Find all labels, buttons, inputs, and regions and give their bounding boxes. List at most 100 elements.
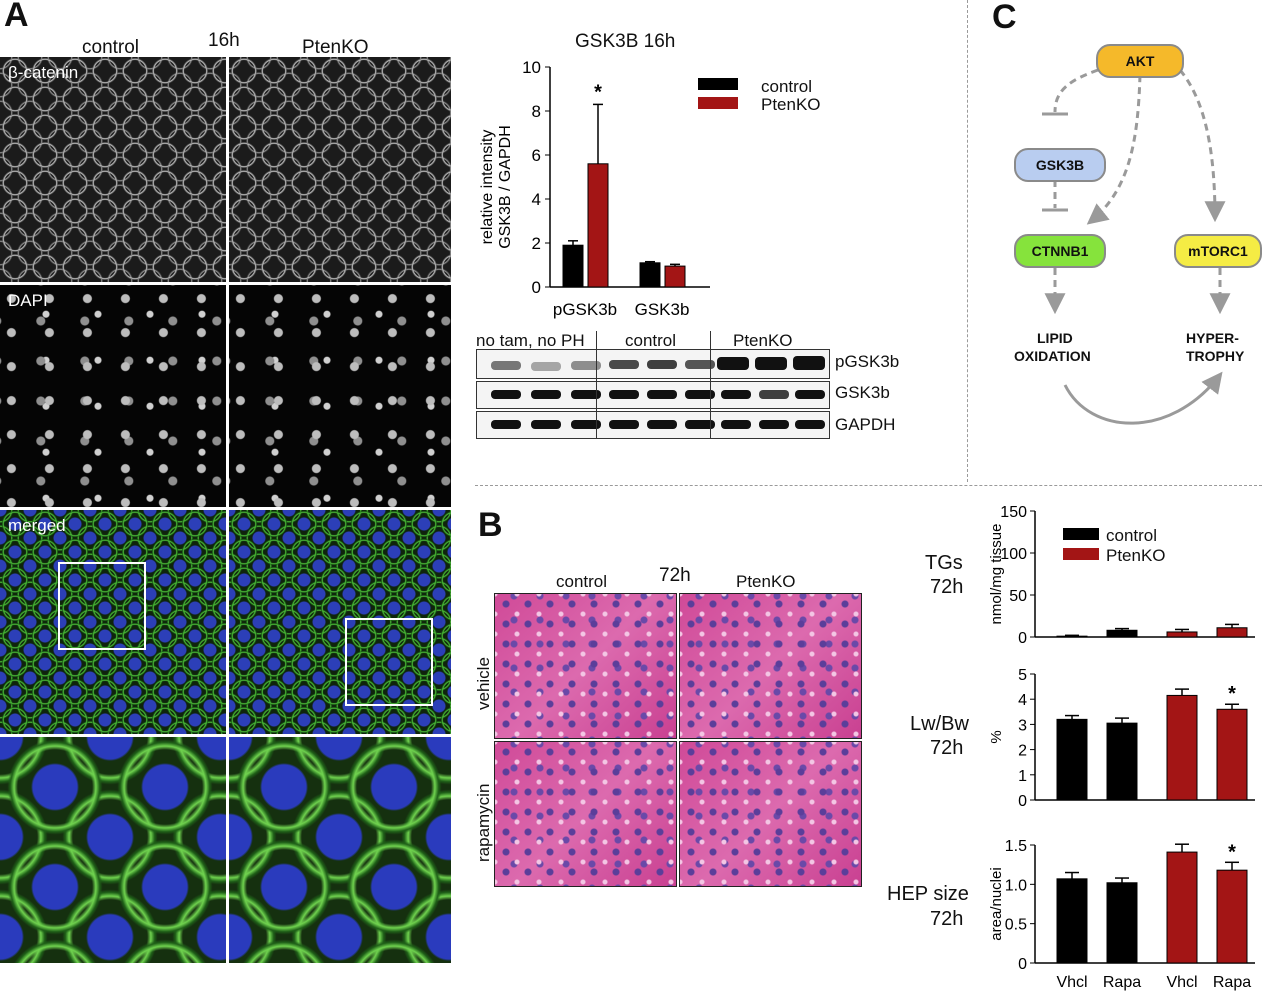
gsk-bar-chart: 0 2 4 6 8 10 relative intensityGSK3B / GAPDH * p…: [479, 58, 710, 319]
node-mtorc1: mTORC1: [1174, 234, 1262, 268]
lw-bar-chart: 0 1 2 3 4 5% *: [988, 667, 1255, 810]
gsk-y-tick-label: 6: [532, 146, 541, 165]
hep-label-1: HEP size: [887, 883, 969, 905]
row-label-bcatenin: β-catenin: [8, 63, 79, 82]
gsk-significance-star: *: [594, 81, 602, 103]
blot-strip-gsk3b: [476, 381, 830, 409]
b-y-axis-label: %: [988, 730, 1005, 743]
b-y-tick-label: 150: [1000, 504, 1027, 521]
b-legend-swatch-ptenko: [1063, 548, 1099, 560]
tg-label-2: 72h: [930, 576, 964, 598]
akt-activates-mtorc1-edge: [1178, 69, 1226, 223]
akt-activates-ctnnb1-edge: [1086, 74, 1142, 225]
node-ctnnb1: CTNNB1: [1014, 234, 1106, 268]
node-lipid-line2: OXIDATION: [1014, 348, 1091, 364]
b-bar-3: [1216, 627, 1248, 638]
b-significance-star: *: [1228, 841, 1236, 863]
b-bar-2: [1166, 694, 1198, 801]
gsk-chart-title: GSK3B 16h: [575, 31, 676, 52]
gsk-y-tick-label: 10: [522, 58, 541, 77]
panel-letter-c: C: [992, 0, 1017, 36]
b-y-axis-label: nmol/mg tissue: [988, 524, 1005, 625]
gsk-y-tick-label: 8: [532, 102, 541, 121]
node-gsk3b: GSK3B: [1014, 148, 1106, 182]
divider-horizontal: [475, 485, 1262, 486]
b-legend-label-control: control: [1106, 526, 1158, 545]
micrograph-dapi-ptenko: [229, 285, 451, 507]
b-y-tick-label: 50: [1009, 588, 1027, 605]
micrograph-zoom-ptenko: [229, 737, 451, 963]
lw-label-2: 72h: [930, 737, 964, 759]
micrograph-bcatenin-control: β-catenin: [0, 57, 226, 282]
b-bar-3: [1216, 708, 1248, 801]
b-y-tick-label: 3: [1018, 717, 1027, 734]
b-bar-0: [1056, 718, 1088, 801]
panel-b-row-rapamycin: rapamycin: [474, 783, 493, 862]
gsk-bar-control-pGSK3b: [562, 244, 584, 288]
legend-swatch-ptenko: [698, 97, 738, 109]
legend-label-ptenko: PtenKO: [761, 95, 821, 114]
panel-letter-b: B: [478, 506, 503, 544]
blot-group-notam: no tam, no PH: [476, 331, 585, 350]
panel-b-row-vehicle: vehicle: [474, 657, 493, 710]
b-bar-3: [1216, 869, 1248, 964]
b-x-tick-label: Rapa: [1213, 974, 1251, 991]
b-y-tick-label: 100: [1000, 546, 1027, 563]
histology-rapamycin-ptenko: [679, 741, 862, 887]
blot-group-ptenko: PtenKO: [733, 331, 793, 350]
akt-inhibits-gsk3b-edge: [1053, 68, 1099, 113]
inset-box-ptenko: [345, 618, 433, 706]
node-hyper-line1: HYPER-: [1186, 330, 1239, 346]
blot-row-gsk3b: GSK3b: [835, 383, 890, 402]
node-hyper-line2: TROPHY: [1186, 348, 1245, 364]
hep-label-2: 72h: [930, 908, 964, 930]
lw-label-1: Lw/Bw: [910, 713, 969, 735]
gsk-bar-control-GSK3b: [639, 262, 661, 288]
b-y-tick-label: 4: [1018, 692, 1027, 709]
lipid-to-hypertrophy-edge: [1063, 371, 1223, 425]
micrograph-zoom-control: [0, 737, 226, 963]
panel-a-col-time: 16h: [208, 30, 240, 51]
gsk-y-tick-label: 0: [532, 278, 541, 297]
b-y-tick-label: 0: [1018, 630, 1027, 647]
blot-strip-pgsk3b: [476, 349, 830, 379]
b-x-tick-label: Rapa: [1103, 974, 1141, 991]
gsk-x-tick-label: pGSK3b: [553, 300, 617, 319]
panel-b-col-ptenko: PtenKO: [736, 572, 796, 591]
b-legend-swatch-control: [1063, 528, 1099, 540]
panel-a-col-control: control: [82, 37, 140, 58]
b-bar-0: [1056, 635, 1088, 638]
pathway-arrows: [1042, 68, 1231, 425]
b-bar-1: [1106, 722, 1138, 801]
panel-b-col-time: 72h: [659, 565, 691, 586]
blot-strip-gapdh: [476, 411, 830, 439]
b-y-tick-label: 0.5: [1005, 917, 1027, 934]
blot-row-gapdh: GAPDH: [835, 415, 896, 434]
b-y-tick-label: 1.5: [1005, 838, 1027, 855]
b-y-tick-label: 1: [1018, 768, 1027, 785]
gsk-bar-PtenKO-GSK3b: [664, 265, 686, 288]
inset-box-control: [58, 562, 146, 650]
micrograph-bcatenin-ptenko: [229, 57, 451, 282]
node-lipid-line1: LIPID: [1037, 330, 1073, 346]
gsk-x-tick-label: GSK3b: [635, 300, 690, 319]
micrograph-merged-ptenko: [229, 510, 451, 734]
micrograph-merged-control: merged: [0, 510, 226, 734]
legend-swatch-control: [698, 78, 738, 90]
node-akt: AKT: [1096, 44, 1184, 78]
gsk-bar-PtenKO-pGSK3b: [587, 163, 609, 288]
histology-vehicle-control: [494, 593, 677, 739]
tg-bar-chart: 0 50 100 150 nmol/mg tissue: [988, 504, 1255, 647]
b-y-tick-label: 1.0: [1005, 877, 1027, 894]
b-bar-2: [1166, 851, 1198, 964]
row-label-dapi: DAPI: [8, 291, 48, 310]
blot-group-control: control: [625, 331, 677, 350]
blot-row-pgsk3b: pGSK3b: [835, 352, 900, 371]
blot-group-separator-1: [596, 331, 597, 438]
legend-label-control: control: [761, 77, 813, 96]
b-significance-star: *: [1228, 683, 1236, 705]
b-x-tick-label: Vhcl: [1166, 974, 1197, 991]
b-bar-1: [1106, 629, 1138, 638]
b-y-tick-label: 2: [1018, 743, 1027, 760]
